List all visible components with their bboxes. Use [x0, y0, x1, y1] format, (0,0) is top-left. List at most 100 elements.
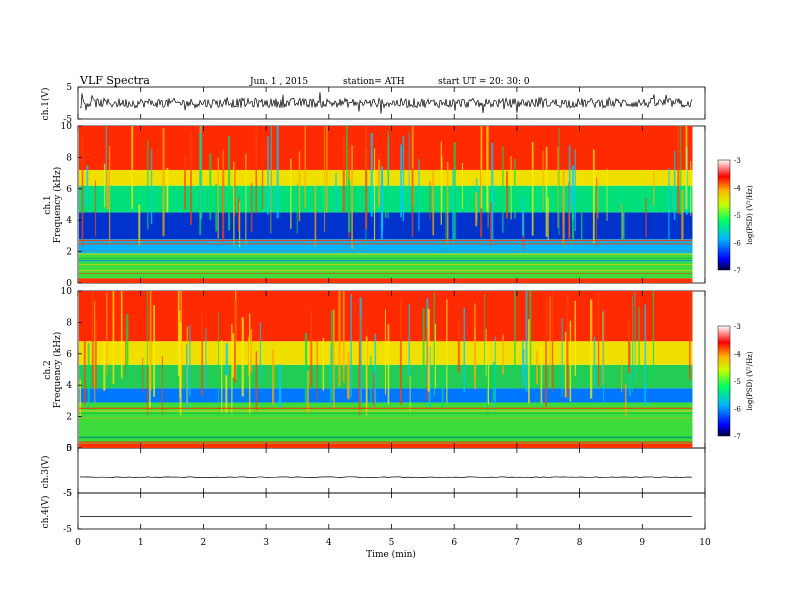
ch1-spectrogram-streak	[490, 202, 492, 246]
ch1-colorbar-tick: -6	[734, 240, 741, 248]
ch1-spectrogram-streak	[446, 161, 449, 243]
ch2-spectrogram-streak	[358, 315, 361, 416]
ch2-spectrogram-streak	[241, 317, 244, 397]
ch2-spectrogram-streak	[310, 310, 313, 388]
ch1-spectrogram-line	[79, 270, 693, 272]
ch2-spectrogram-ylabel-channel: ch.2	[43, 360, 53, 379]
ch1-spectrogram-streak	[557, 146, 559, 229]
ch2-colorbar-tick: -7	[734, 433, 741, 441]
x-axis-label: Time (min)	[366, 549, 416, 560]
ch1-spectrogram-streak	[351, 145, 353, 250]
ch1-spectrogram-streak	[166, 167, 169, 213]
ch2-spectrogram-streak	[525, 291, 528, 392]
ch1-spectrogram-streak	[209, 153, 212, 220]
ch1-spectrogram-streak	[568, 145, 571, 214]
ch1-spectrogram-line	[79, 257, 693, 259]
ch2-spectrogram-streak	[217, 311, 219, 417]
ch2-spectrogram-streak	[225, 343, 228, 376]
colorbar-tick-labels: -3 -4 -5 -6 -7 -3 -4 -5 -6 -7	[734, 157, 741, 441]
ch2-spectrogram-streak	[446, 299, 448, 403]
ch1-spectrogram-ylabel-freq: Frequency (kHz)	[52, 167, 63, 244]
ch1-spectrogram-streak	[290, 158, 292, 230]
ch2-spectrogram-ytick: 0	[66, 444, 72, 454]
ch1-spectrogram-streak	[131, 126, 134, 209]
ch2-spectrogram-streak	[125, 325, 127, 376]
ch1-spectrogram-streak	[255, 126, 258, 213]
ch1-spectrogram-ytick: 6	[66, 185, 72, 195]
ch2-spectrogram-streak	[593, 336, 596, 387]
figure-title: VLF Spectra	[79, 74, 150, 87]
ch3-waveform-ytick: 5	[66, 444, 72, 454]
ch1-spectrogram-streak	[385, 185, 387, 218]
ch1-colorbar-tick: -7	[734, 267, 741, 275]
ch2-spectrogram-streak	[688, 291, 691, 380]
ch1-spectrogram-streak	[440, 141, 442, 225]
ch1-spectrogram-streak	[418, 158, 420, 231]
ch2-spectrogram-streak	[304, 333, 308, 403]
x-tick-label: 1	[138, 538, 144, 548]
ch1-spectrogram-streak	[106, 171, 109, 210]
ch1-spectrogram-streak	[94, 180, 97, 237]
ch1-spectrogram-streak	[510, 155, 512, 220]
ch1-spectrogram-streak	[184, 154, 186, 210]
ch1-spectrogram-streak	[571, 206, 575, 243]
ch1-spectrogram-streak	[233, 161, 235, 246]
ch1-spectrogram-streak	[673, 151, 676, 220]
ch1-spectrogram-streak	[547, 197, 549, 241]
ch1-spectrogram-line	[79, 250, 693, 252]
ch3-waveform-frame	[77, 447, 706, 494]
ch2-spectrogram-line	[79, 410, 693, 412]
ch1-spectrogram-ytick: 2	[66, 248, 72, 258]
ch2-spectrogram-streak	[549, 296, 551, 388]
ch2-spectrogram-ytick: 6	[66, 350, 72, 360]
ch2-spectrogram-streak	[486, 366, 489, 415]
ch1-spectrogram-streak	[597, 178, 599, 219]
ch2-spectrogram-streak	[103, 341, 106, 391]
ch2-spectrogram-streak	[126, 314, 129, 374]
ch1-spectrogram-streak	[445, 190, 447, 251]
ch1-spectrogram-streak	[453, 142, 456, 242]
ch1-spectrogram-streak	[324, 126, 326, 232]
ch1-colorbar-tick: -4	[734, 185, 741, 193]
ch2-spectrogram-streak	[502, 334, 504, 375]
ch1-spectrogram-streak	[506, 171, 509, 219]
ch1-spectrogram-streak	[400, 144, 402, 218]
ch2-colorbar-tick: -6	[734, 406, 741, 414]
ch2-spectrogram-streak	[634, 291, 636, 382]
ch2-spectrogram-streak	[177, 291, 180, 376]
ch2-spectrogram-ytick: 2	[66, 413, 72, 423]
ch2-colorbar-label: log(PSD) (V²/Hz)	[746, 351, 754, 410]
ch1-spectrogram-streak	[365, 126, 368, 229]
ch2-spectrogram-streak	[232, 333, 235, 378]
ch1-spectrogram-streak	[411, 126, 414, 206]
ch1-spectrogram-line	[79, 243, 693, 244]
ch1-spectrogram-streak	[581, 199, 583, 244]
ch1-spectrogram-streak	[491, 142, 494, 244]
ch2-colorbar-tick: -3	[734, 323, 741, 331]
ch1-spectrogram-line	[79, 240, 693, 242]
ch1-spectrogram-streak	[276, 126, 279, 219]
ch2-spectrogram-ytick: 10	[61, 287, 73, 297]
ch1-spectrogram-streak	[215, 183, 218, 232]
ch1-spectrogram-streak	[200, 126, 203, 219]
ch2-spectrogram-streak	[528, 319, 530, 404]
x-tick-label: 3	[263, 538, 269, 548]
ch1-spectrogram-streak	[685, 126, 688, 210]
ch1-spectrogram-streak	[81, 138, 84, 247]
ch2-spectrogram-streak	[347, 351, 350, 400]
ch2-spectrogram-line	[79, 407, 693, 409]
ch2-spectrogram-streak	[142, 357, 144, 393]
ch2-spectrogram-streak	[370, 356, 372, 407]
ch1-spectrogram-streak	[261, 161, 264, 210]
ch2-spectrogram-streak	[540, 346, 543, 403]
ch1-waveform-ylabel: ch.1(V)	[40, 88, 51, 121]
ch2-spectrogram-streak	[474, 303, 476, 382]
x-tick-label: 6	[451, 538, 457, 548]
ch1-spectrogram-streak	[314, 185, 317, 247]
ch2-spectrogram-streak	[332, 309, 335, 409]
ch2-spectrogram-streak	[434, 323, 437, 389]
ch1-spectrogram	[79, 126, 693, 283]
ch1-spectrogram-streak	[562, 169, 565, 246]
x-tick-label: 8	[577, 538, 583, 548]
